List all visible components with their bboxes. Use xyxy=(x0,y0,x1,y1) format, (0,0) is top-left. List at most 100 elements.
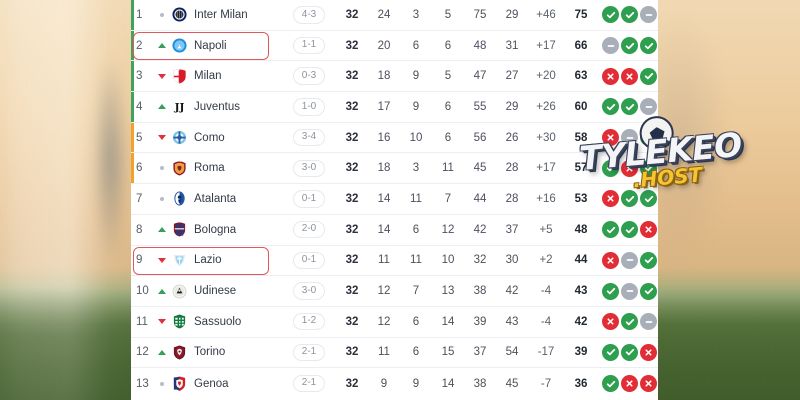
movement-indicator-icon xyxy=(155,104,168,110)
rank-number: 1 xyxy=(136,8,143,21)
team-name[interactable]: Juventus xyxy=(194,100,241,113)
table-row[interactable]: 4 JJ Juventus 1-0 32 17 9 6 55 29 +26 60 xyxy=(131,92,658,123)
form-result-w-icon[interactable] xyxy=(621,343,638,361)
form-result-w-icon[interactable] xyxy=(602,98,619,116)
form-result-l-icon[interactable] xyxy=(602,313,619,331)
matches-drawn: 11 xyxy=(410,192,422,205)
qualification-zone-stripe xyxy=(131,338,134,368)
form-result-l-icon[interactable] xyxy=(621,375,638,393)
form-result-w-icon[interactable] xyxy=(602,343,619,361)
team-name[interactable]: Sassuolo xyxy=(194,315,242,328)
form-result-w-icon[interactable] xyxy=(602,375,619,393)
form-result-d-icon[interactable] xyxy=(621,282,638,300)
matches-drawn: 6 xyxy=(412,315,420,328)
movement-indicator-icon xyxy=(155,135,168,141)
form-result-w-icon[interactable] xyxy=(602,159,619,177)
form-result-w-icon[interactable] xyxy=(621,37,638,55)
svg-text:JJ: JJ xyxy=(173,102,184,114)
form-result-l-icon[interactable] xyxy=(621,159,638,177)
form-result-w-icon[interactable] xyxy=(621,98,638,116)
team-name[interactable]: Napoli xyxy=(194,39,227,52)
form-result-w-icon[interactable] xyxy=(640,190,657,208)
last-match-score[interactable]: 3-4 xyxy=(282,128,336,147)
movement-indicator-icon xyxy=(155,43,168,49)
last-match-score[interactable]: 2-0 xyxy=(282,220,336,239)
form-result-d-icon[interactable] xyxy=(621,129,638,147)
points: 42 xyxy=(574,315,588,328)
form-result-w-icon[interactable] xyxy=(640,67,657,85)
form-result-w-icon[interactable] xyxy=(602,282,619,300)
team-name[interactable]: Genoa xyxy=(194,377,229,390)
table-row[interactable]: 10 Udinese 3-0 32 12 7 13 38 42 -4 43 xyxy=(131,276,658,307)
team-name[interactable]: Inter Milan xyxy=(194,8,248,21)
form-result-w-icon[interactable] xyxy=(640,251,657,269)
rank-number: 7 xyxy=(136,192,143,205)
form-result-w-icon[interactable] xyxy=(621,313,638,331)
form-result-l-icon[interactable] xyxy=(640,375,657,393)
table-row[interactable]: 2 Napoli 1-1 32 20 6 6 48 31 +17 66 xyxy=(131,30,658,62)
team-name[interactable]: Udinese xyxy=(194,285,237,298)
form-result-w-icon[interactable] xyxy=(640,159,657,177)
form-result-l-icon[interactable] xyxy=(640,221,657,239)
last-match-score[interactable]: 4-3 xyxy=(282,6,336,24)
team-name[interactable]: Milan xyxy=(194,70,222,83)
form-result-l-icon[interactable] xyxy=(602,129,619,147)
goal-difference: +2 xyxy=(539,254,553,267)
form-result-l-icon[interactable] xyxy=(602,67,619,85)
last-match-score[interactable]: 1-0 xyxy=(282,98,336,116)
matches-won: 11 xyxy=(378,346,390,359)
goals-for: 32 xyxy=(473,254,487,267)
table-row[interactable]: 6 Roma 3-0 32 18 3 11 45 28 +17 57 xyxy=(131,153,658,185)
team-name[interactable]: Como xyxy=(194,131,225,144)
form-result-w-icon[interactable] xyxy=(621,221,638,239)
last-match-score[interactable]: 2-1 xyxy=(282,343,336,362)
last-match-score[interactable]: 0-1 xyxy=(282,251,336,270)
form-result-d-icon[interactable] xyxy=(640,6,657,24)
matches-drawn: 11 xyxy=(410,254,422,267)
form-result-w-icon[interactable] xyxy=(621,190,638,208)
table-row[interactable]: 7 Atalanta 0-1 32 14 11 7 44 28 +16 53 xyxy=(131,184,658,215)
form-result-d-icon[interactable] xyxy=(640,98,657,116)
last-match-score[interactable]: 0-1 xyxy=(282,190,336,208)
team-name[interactable]: Atalanta xyxy=(194,192,237,205)
last-match-score[interactable]: 3-0 xyxy=(282,159,336,178)
team-name[interactable]: Torino xyxy=(194,346,226,359)
form-result-l-icon[interactable] xyxy=(602,251,619,269)
last-match-score[interactable]: 3-0 xyxy=(282,282,336,300)
form-result-d-icon[interactable] xyxy=(640,313,657,331)
team-name[interactable]: Roma xyxy=(194,162,225,175)
goals-against: 54 xyxy=(505,346,519,359)
last-match-score[interactable]: 0-3 xyxy=(282,67,336,85)
recent-form xyxy=(598,190,658,208)
form-result-d-icon[interactable] xyxy=(621,251,638,269)
table-row[interactable]: 9 Lazio 0-1 32 11 11 10 32 30 +2 44 xyxy=(131,246,658,277)
qualification-zone-stripe xyxy=(131,122,134,153)
form-result-w-icon[interactable] xyxy=(640,282,657,300)
form-result-w-icon[interactable] xyxy=(621,6,638,24)
goals-for: 47 xyxy=(473,70,487,83)
form-result-d-icon[interactable] xyxy=(602,37,619,55)
last-match-score[interactable]: 2-1 xyxy=(282,374,336,393)
last-match-score-label: 2-1 xyxy=(292,343,326,362)
form-result-l-icon[interactable] xyxy=(602,190,619,208)
team-name[interactable]: Lazio xyxy=(194,254,222,267)
table-row[interactable]: 8 Bologna 2-0 32 14 6 12 42 37 +5 48 xyxy=(131,215,658,246)
form-result-l-icon[interactable] xyxy=(621,67,638,85)
form-result-w-icon[interactable] xyxy=(640,37,657,55)
goals-for: 39 xyxy=(473,315,487,328)
form-result-w-icon[interactable] xyxy=(602,6,619,24)
form-result-w-icon[interactable] xyxy=(602,221,619,239)
inter-milan-crest xyxy=(168,7,190,22)
table-row[interactable]: 3 Milan 0-3 32 18 9 5 47 27 +20 63 xyxy=(131,61,658,93)
last-match-score[interactable]: 1-2 xyxy=(282,312,336,331)
form-result-l-icon[interactable] xyxy=(640,343,657,361)
team-name[interactable]: Bologna xyxy=(194,223,237,236)
table-row[interactable]: 13 Genoa 2-1 32 9 9 14 38 45 -7 36 xyxy=(131,368,658,399)
table-row[interactable]: 11 Sassuolo 1-2 32 12 6 14 39 43 -4 42 xyxy=(131,307,658,338)
matches-won: 18 xyxy=(377,162,391,175)
last-match-score[interactable]: 1-1 xyxy=(282,36,336,55)
table-row[interactable]: 1 Inter Milan 4-3 32 24 3 5 75 29 +46 75 xyxy=(131,0,658,31)
goal-difference: +17 xyxy=(536,39,556,52)
table-row[interactable]: 12 Torino 2-1 32 11 6 15 37 54 -17 39 xyxy=(131,338,658,369)
